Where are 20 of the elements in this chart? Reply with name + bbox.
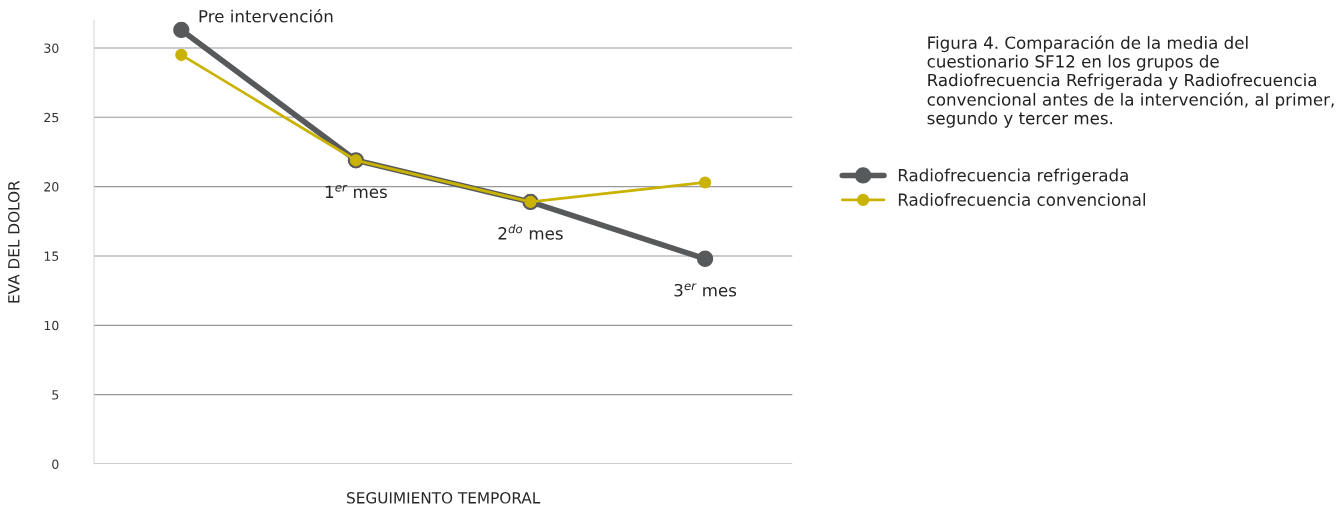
x-tick-label: 2$^{do}$ mes <box>498 224 563 240</box>
x-axis-title: SEGUIMIENTO TEMPORAL <box>347 492 541 504</box>
text: Figura 4. Comparación de la media del cuestionario SF12 en los grupos de Radiofrecuencia Refrigerada y Radiofrecuencia convencional antes de la intervención, al primer, segundo y tercer mes. <box>927 35 1334 128</box>
y-tick-label: 30 <box>44 43 59 53</box>
y-tick-label: 25 <box>44 112 59 123</box>
legend-label: Radiofrecuencia refrigerada <box>898 168 1128 185</box>
x-tick-label: Pre intervención <box>199 8 333 23</box>
point <box>699 176 712 189</box>
y-axis-title: EVA DEL DOLOR <box>8 180 20 303</box>
y-tick-label: 20 <box>44 182 59 192</box>
point <box>173 21 190 39</box>
y-tick-label: 0 <box>52 459 59 469</box>
y-tick-label: 10 <box>44 320 59 331</box>
point <box>696 250 714 267</box>
x-tick-label: 3$^{er}$ mes <box>674 283 737 297</box>
legend-label: Radiofrecuencia convencional <box>898 193 1145 206</box>
y-tick-label: 15 <box>44 251 59 261</box>
y-tick-label: 5 <box>52 390 59 400</box>
x-tick-label: 1$^{er}$ mes <box>325 184 387 199</box>
point <box>175 48 188 61</box>
